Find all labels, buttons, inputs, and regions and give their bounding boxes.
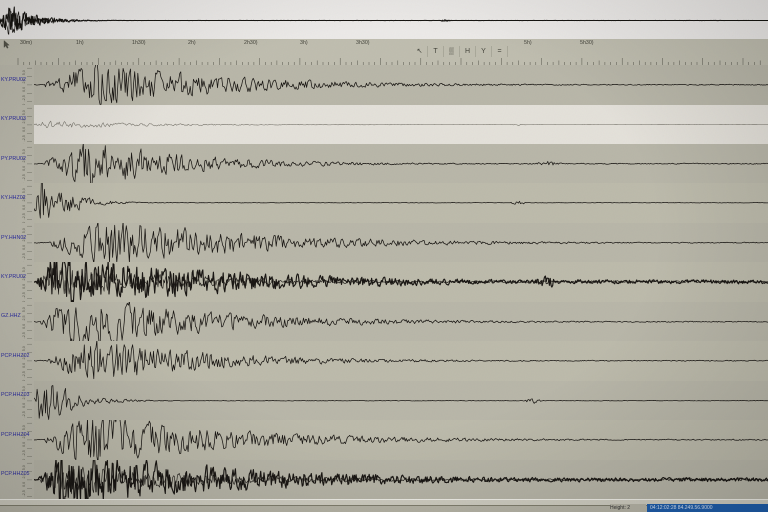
svg-text:0,0: 0,0 (22, 363, 26, 368)
svg-text:5,0: 5,0 (22, 70, 26, 75)
svg-text:-2,5: -2,5 (22, 371, 26, 377)
svg-text:-2,5: -2,5 (22, 411, 26, 417)
svg-text:0,0: 0,0 (22, 205, 26, 210)
svg-text:5,0: 5,0 (22, 267, 26, 272)
svg-text:-2,5: -2,5 (22, 293, 26, 299)
svg-text:-2,5: -2,5 (22, 174, 26, 180)
svg-text:0,0: 0,0 (22, 284, 26, 289)
svg-text:0,0: 0,0 (22, 87, 26, 92)
svg-text:5,0: 5,0 (22, 189, 26, 194)
svg-text:0,0: 0,0 (22, 126, 26, 131)
svg-text:5,0: 5,0 (22, 149, 26, 154)
svg-text:-2,5: -2,5 (22, 450, 26, 456)
svg-text:-2,5: -2,5 (22, 135, 26, 141)
svg-text:-2,5: -2,5 (22, 95, 26, 101)
svg-text:5,0: 5,0 (22, 386, 26, 391)
svg-text:5,0: 5,0 (22, 425, 26, 430)
svg-text:0,0: 0,0 (22, 442, 26, 447)
svg-text:5,0: 5,0 (22, 307, 26, 312)
svg-text:0,0: 0,0 (22, 481, 26, 486)
svg-text:5,0: 5,0 (22, 465, 26, 470)
svg-text:-2,5: -2,5 (22, 253, 26, 259)
svg-text:0,0: 0,0 (22, 324, 26, 329)
svg-text:5,0: 5,0 (22, 228, 26, 233)
svg-text:0,0: 0,0 (22, 245, 26, 250)
svg-text:-2,5: -2,5 (22, 332, 26, 338)
svg-text:0,0: 0,0 (22, 166, 26, 171)
svg-text:0,0: 0,0 (22, 402, 26, 407)
svg-text:-2,5: -2,5 (22, 214, 26, 220)
svg-text:5,0: 5,0 (22, 110, 26, 115)
svg-text:5,0: 5,0 (22, 346, 26, 351)
svg-text:2,5: 2,5 (22, 315, 26, 320)
svg-text:-2,5: -2,5 (22, 490, 26, 496)
